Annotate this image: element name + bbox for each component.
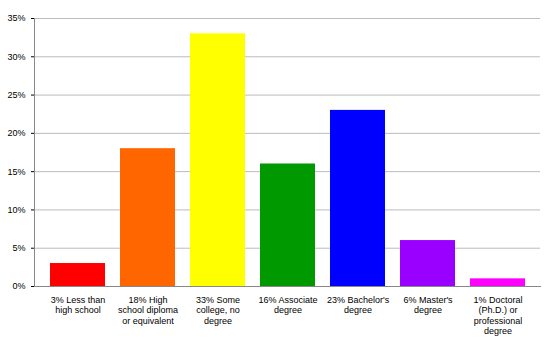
svg-text:3% Less thanhigh school: 3% Less thanhigh school (51, 295, 106, 315)
svg-text:18% Highschool diplomaor equiv: 18% Highschool diplomaor equivalent (118, 295, 178, 326)
svg-text:35%: 35% (7, 13, 25, 23)
svg-text:5%: 5% (12, 243, 25, 253)
svg-text:20%: 20% (7, 128, 25, 138)
svg-text:6% Master'sdegree: 6% Master'sdegree (403, 295, 453, 315)
svg-text:0%: 0% (12, 281, 25, 291)
svg-text:30%: 30% (7, 52, 25, 62)
svg-text:1% Doctoral(Ph.D.) orprofessio: 1% Doctoral(Ph.D.) orprofessionaldegree (473, 295, 522, 336)
svg-text:33% Somecollege, nodegree: 33% Somecollege, nodegree (196, 295, 240, 326)
svg-text:25%: 25% (7, 90, 25, 100)
svg-text:15%: 15% (7, 167, 25, 177)
svg-text:23% Bachelor'sdegree: 23% Bachelor'sdegree (327, 295, 390, 315)
svg-text:10%: 10% (7, 205, 25, 215)
svg-text:16% Associatedegree: 16% Associatedegree (258, 295, 317, 315)
